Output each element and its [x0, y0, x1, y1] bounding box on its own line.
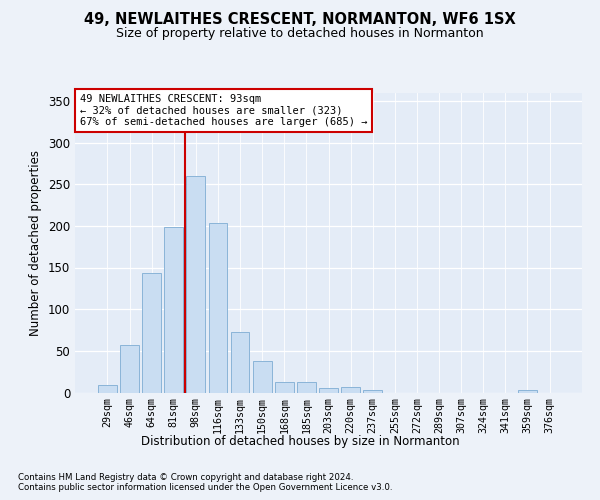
Bar	[209, 222, 227, 392]
Text: 49 NEWLAITHES CRESCENT: 93sqm
← 32% of detached houses are smaller (323)
67% of : 49 NEWLAITHES CRESCENT: 93sqm ← 32% of d…	[80, 94, 368, 127]
Text: 49, NEWLAITHES CRESCENT, NORMANTON, WF6 1SX: 49, NEWLAITHES CRESCENT, NORMANTON, WF6 …	[84, 12, 516, 28]
Bar	[230, 332, 250, 392]
Text: Distribution of detached houses by size in Normanton: Distribution of detached houses by size …	[140, 435, 460, 448]
Bar	[297, 382, 316, 392]
Text: Size of property relative to detached houses in Normanton: Size of property relative to detached ho…	[116, 28, 484, 40]
Bar	[120, 345, 139, 393]
Bar	[364, 390, 382, 392]
Bar	[187, 176, 205, 392]
Bar	[164, 226, 183, 392]
Bar	[341, 386, 360, 392]
Bar	[98, 385, 117, 392]
Bar	[142, 274, 161, 392]
Text: Contains HM Land Registry data © Crown copyright and database right 2024.: Contains HM Land Registry data © Crown c…	[18, 472, 353, 482]
Bar	[518, 390, 537, 392]
Bar	[275, 382, 293, 392]
Bar	[253, 361, 272, 392]
Text: Contains public sector information licensed under the Open Government Licence v3: Contains public sector information licen…	[18, 484, 392, 492]
Y-axis label: Number of detached properties: Number of detached properties	[29, 150, 43, 336]
Bar	[319, 388, 338, 392]
